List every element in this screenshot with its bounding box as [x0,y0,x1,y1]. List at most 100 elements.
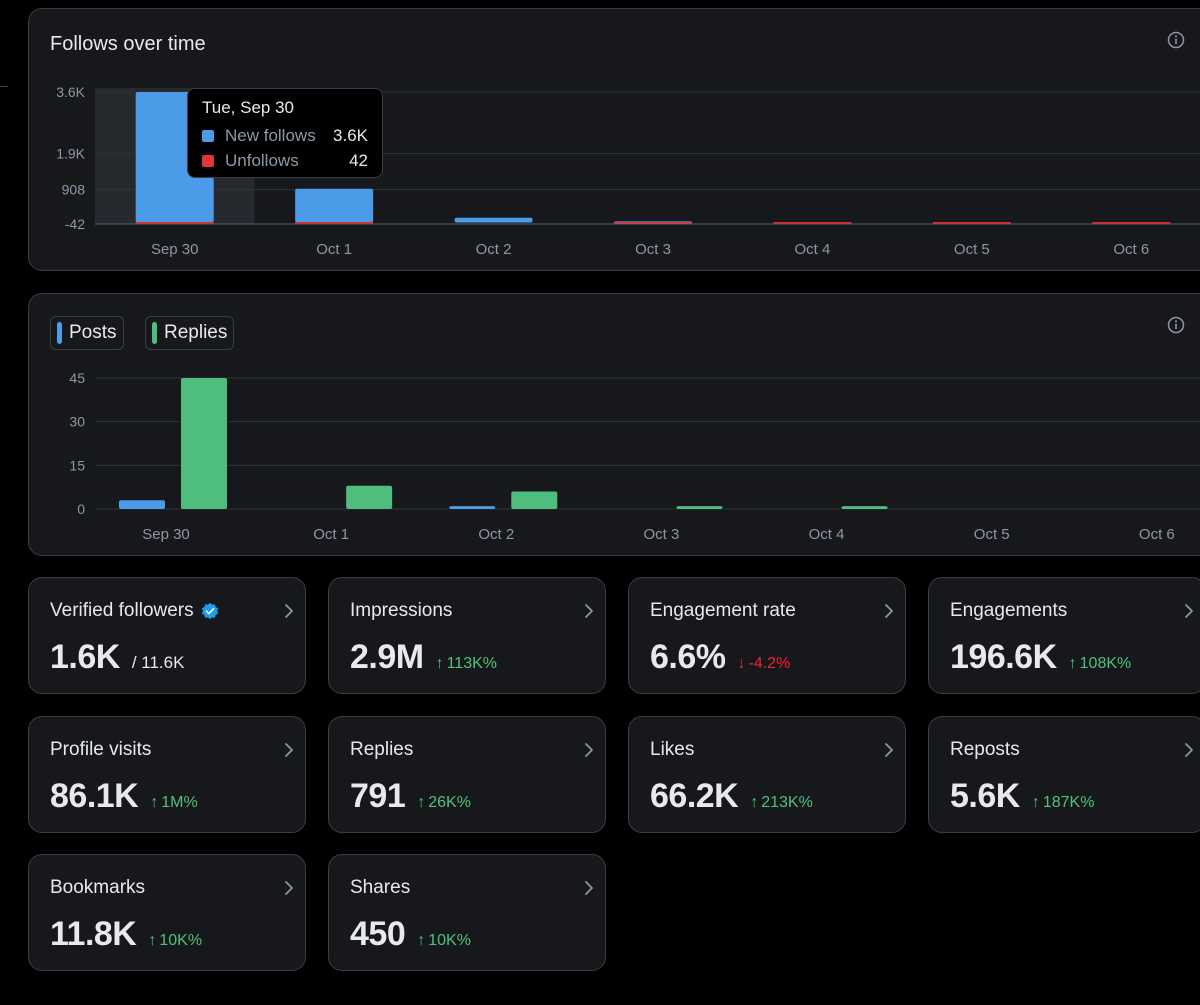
bar-replies [676,506,723,509]
x-tick-label: Oct 1 [313,526,349,543]
metric-card-verified-followers[interactable]: Verified followers 1.6K / 11.6K [28,577,306,694]
metric-label-text: Reposts [950,739,1020,760]
left-divider [0,0,8,1005]
metric-label: Engagements [950,600,1067,622]
metric-card-engagements[interactable]: Engagements 196.6K ↑ 108K% [928,577,1200,694]
metric-label-text: Impressions [350,600,453,621]
follows-chart-title: Follows over time [50,33,206,55]
follows-chart[interactable]: 3.6K 1.9K 908 -42 Sep 30 Oct 1 Oct 2 Oct 3 Oct 4… [29,9,1200,272]
bar-replies [346,485,393,509]
arrow-up-icon: ↑ [417,794,426,811]
posts-chart-card: Posts Replies 45 30 15 0 Sep 30 Oct 1 Oct 2 Oct… [28,293,1200,556]
metric-label-text: Likes [650,739,695,760]
chevron-right-icon[interactable] [583,741,595,759]
x-tick-label: Oct 4 [809,526,845,543]
bar-unfollows [295,221,374,224]
metric-delta: ↑ 26K% [417,794,471,812]
metric-delta: ↑ 213K% [750,794,813,812]
arrow-up-icon: ↑ [435,655,444,672]
tooltip-row: New follows 3.6K [202,123,368,148]
x-tick-label: Oct 1 [316,241,352,258]
arrow-up-icon: ↑ [148,932,157,949]
tooltip-label: Unfollows [225,150,299,170]
chevron-right-icon[interactable] [883,741,895,759]
tooltip-row: Unfollows 42 [202,148,368,173]
metric-label-text: Bookmarks [50,877,146,898]
chevron-right-icon[interactable] [1183,741,1195,759]
arrow-down-icon: ↓ [737,655,746,672]
legend-swatch-red [202,154,214,167]
x-tick-label: Oct 4 [794,241,830,258]
metric-value-row: 2.9M ↑ 113K% [350,638,497,677]
metric-delta-text: 213K% [761,794,813,811]
metric-delta: ↓ -4.2% [738,655,791,673]
metric-value-row: 196.6K ↑ 108K% [950,638,1131,677]
metric-card-replies[interactable]: Replies 791 ↑ 26K% [328,716,606,833]
metric-delta: ↑ 1M% [150,794,197,812]
chevron-right-icon[interactable] [283,879,295,897]
bar-unfollows [773,221,852,224]
metric-label: Engagement rate [650,600,796,622]
metric-card-bookmarks[interactable]: Bookmarks 11.8K ↑ 10K% [28,854,306,971]
bar-unfollows [932,221,1011,224]
verified-badge-icon [201,602,218,620]
metric-value: 1.6K [50,638,120,676]
x-tick-label: Sep 30 [151,241,199,258]
x-tick-label: Oct 5 [974,526,1010,543]
bar-replies [181,378,227,509]
tooltip-date: Tue, Sep 30 [202,98,294,117]
bar-new-follows [454,217,533,223]
arrow-up-icon: ↑ [1068,655,1077,672]
metric-delta-text: 10K% [428,932,471,949]
metric-label-text: Engagement rate [650,600,796,621]
metric-value: 2.9M [350,638,424,676]
y-tick-label: 15 [69,457,85,473]
chevron-right-icon[interactable] [583,879,595,897]
metric-card-profile-visits[interactable]: Profile visits 86.1K ↑ 1M% [28,716,306,833]
chevron-right-icon[interactable] [883,602,895,620]
tooltip-label: New follows [225,125,316,145]
x-tick-label: Oct 6 [1113,241,1149,258]
metric-value-row: 66.2K ↑ 213K% [650,777,813,816]
chevron-right-icon[interactable] [1183,602,1195,620]
chevron-right-icon[interactable] [283,741,295,759]
tooltip-value: 3.6K [333,125,368,145]
chevron-right-icon[interactable] [583,602,595,620]
metric-label-text: Verified followers [50,600,194,621]
y-tick-label: -42 [65,216,85,232]
legend-replies[interactable]: Replies [145,316,235,350]
metric-value: 6.6% [650,638,726,676]
bar-unfollows [1092,221,1171,224]
metric-delta-text: 108K% [1079,655,1132,672]
posts-chart[interactable]: 45 30 15 0 Sep 30 Oct 1 Oct 2 Oct 3 Oct 4 Oct 5 Oc… [29,294,1200,557]
bar-unfollows [135,221,214,224]
metric-card-engagement-rate[interactable]: Engagement rate 6.6% ↓ -4.2% [628,577,906,694]
metric-delta-text: 113K% [446,655,497,672]
x-tick-label: Oct 3 [643,526,679,543]
arrow-up-icon: ↑ [750,794,759,811]
x-tick-label: Oct 3 [635,241,671,258]
chart-tooltip: Tue, Sep 30 New follows 3.6K Unfollows 4… [187,88,383,178]
info-icon[interactable] [1167,31,1185,49]
arrow-up-icon: ↑ [150,794,159,811]
metric-card-likes[interactable]: Likes 66.2K ↑ 213K% [628,716,906,833]
chevron-right-icon[interactable] [283,602,295,620]
metric-value-row: 1.6K / 11.6K [50,638,184,677]
arrow-up-icon: ↑ [1031,794,1040,811]
metric-card-shares[interactable]: Shares 450 ↑ 10K% [328,854,606,971]
legend-label: Posts [69,322,117,343]
metric-card-reposts[interactable]: Reposts 5.6K ↑ 187K% [928,716,1200,833]
metric-card-impressions[interactable]: Impressions 2.9M ↑ 113K% [328,577,606,694]
metric-value: 791 [350,777,406,815]
bar-replies [841,506,888,509]
info-icon[interactable] [1167,316,1185,334]
bar-new-follows [295,188,374,223]
metric-value-row: 791 ↑ 26K% [350,777,471,816]
arrow-up-icon: ↑ [417,932,426,949]
metric-delta-text: 26K% [428,794,471,811]
legend-posts[interactable]: Posts [50,316,124,350]
metric-delta-text: 187K% [1042,794,1095,811]
metric-delta-text: 1M% [161,794,198,811]
metric-value: 66.2K [650,777,739,815]
metric-label: Profile visits [50,739,151,761]
